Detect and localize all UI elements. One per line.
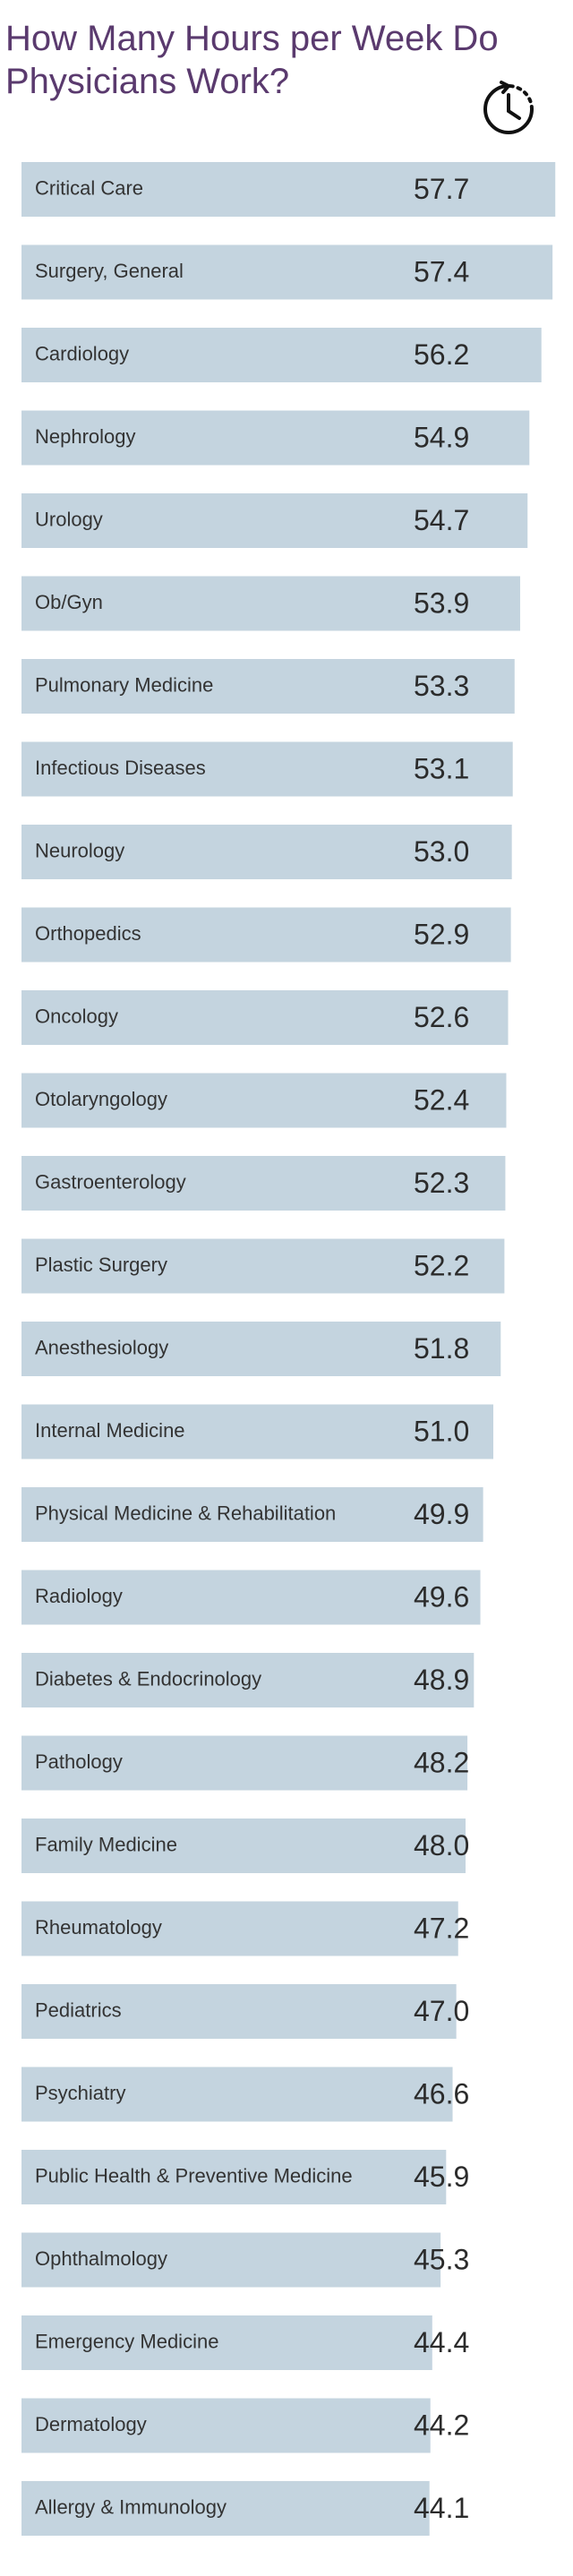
value-label: 52.6	[414, 1001, 469, 1033]
value-label: 52.2	[414, 1249, 469, 1281]
value-label: 53.9	[414, 586, 469, 619]
bar	[21, 1901, 458, 1956]
bar	[21, 328, 542, 382]
bar	[21, 659, 515, 714]
value-label: 48.2	[414, 1746, 469, 1778]
bar	[21, 2067, 453, 2122]
value-label: 53.3	[414, 670, 469, 702]
value-label: 57.7	[414, 173, 469, 205]
category-label: Internal Medicine	[35, 1419, 185, 1442]
category-label: Anesthesiology	[35, 1336, 168, 1358]
bar	[21, 1570, 481, 1625]
category-label: Emergency Medicine	[35, 2330, 218, 2352]
value-label: 48.0	[414, 1829, 469, 1861]
bar	[21, 2232, 441, 2288]
bar	[21, 2315, 432, 2370]
bar	[21, 1735, 468, 1791]
value-label: 49.6	[414, 1580, 469, 1613]
bar	[21, 1819, 466, 1873]
value-label: 48.9	[414, 1664, 469, 1696]
bar	[21, 1322, 501, 1376]
value-label: 45.3	[414, 2243, 469, 2275]
bar	[21, 2481, 430, 2536]
bar	[21, 162, 556, 217]
category-label: Allergy & Immunology	[35, 2495, 227, 2518]
bar	[21, 990, 509, 1045]
category-label: Rheumatology	[35, 1916, 162, 1938]
value-label: 57.4	[414, 255, 469, 287]
bar	[21, 741, 513, 797]
category-label: Pathology	[35, 1750, 123, 1773]
value-label: 51.0	[414, 1415, 469, 1447]
value-label: 49.9	[414, 1498, 469, 1530]
category-label: Cardiology	[35, 342, 129, 364]
category-label: Nephrology	[35, 425, 136, 448]
bar	[21, 244, 553, 300]
category-label: Radiology	[35, 1585, 123, 1607]
category-label: Pediatrics	[35, 1998, 122, 2021]
value-label: 53.0	[414, 835, 469, 868]
value-label: 44.2	[414, 2409, 469, 2441]
value-label: 47.2	[414, 1912, 469, 1944]
chart-title-line: How Many Hours per Week Do	[5, 19, 499, 58]
bar	[21, 1487, 483, 1542]
category-label: Diabetes & Endocrinology	[35, 1667, 261, 1690]
bar	[21, 1984, 457, 2039]
bar	[21, 1653, 475, 1707]
value-label: 46.6	[414, 2077, 469, 2110]
category-label: Ophthalmology	[35, 2247, 167, 2270]
value-label: 56.2	[414, 338, 469, 371]
bar	[21, 825, 512, 879]
category-label: Ob/Gyn	[35, 591, 103, 613]
bar	[21, 907, 511, 963]
category-label: Surgery, General	[35, 260, 184, 282]
category-label: Family Medicine	[35, 1833, 177, 1855]
value-label: 52.9	[414, 918, 469, 950]
bar	[21, 410, 530, 466]
value-label: 45.9	[414, 2161, 469, 2193]
category-label: Gastroenterology	[35, 1170, 186, 1193]
bar	[21, 2398, 431, 2453]
bar	[21, 1156, 506, 1211]
category-label: Plastic Surgery	[35, 1254, 167, 1276]
bar	[21, 2150, 447, 2204]
value-label: 52.3	[414, 1167, 469, 1199]
category-label: Psychiatry	[35, 2082, 125, 2104]
category-label: Public Health & Preventive Medicine	[35, 2164, 353, 2187]
value-label: 54.7	[414, 504, 469, 536]
category-label: Pulmonary Medicine	[35, 673, 213, 696]
clock-icon	[483, 81, 534, 134]
bar	[21, 576, 520, 631]
bar	[21, 1073, 507, 1128]
category-label: Orthopedics	[35, 922, 141, 945]
category-label: Infectious Diseases	[35, 757, 206, 779]
value-label: 51.8	[414, 1332, 469, 1365]
category-label: Dermatology	[35, 2413, 147, 2435]
category-label: Oncology	[35, 1005, 118, 1027]
category-label: Otolaryngology	[35, 1088, 167, 1110]
category-label: Physical Medicine & Rehabilitation	[35, 1502, 336, 1524]
value-label: 53.1	[414, 752, 469, 784]
value-label: 47.0	[414, 1995, 469, 2027]
bar	[21, 493, 528, 548]
bar	[21, 1238, 505, 1294]
chart-title-line: Physicians Work?	[5, 62, 289, 101]
category-label: Neurology	[35, 839, 124, 861]
value-label: 44.1	[414, 2492, 469, 2524]
value-label: 52.4	[414, 1083, 469, 1116]
bar	[21, 1404, 493, 1459]
value-label: 44.4	[414, 2326, 469, 2358]
category-label: Critical Care	[35, 176, 143, 199]
category-label: Urology	[35, 508, 103, 530]
value-label: 54.9	[414, 421, 469, 453]
